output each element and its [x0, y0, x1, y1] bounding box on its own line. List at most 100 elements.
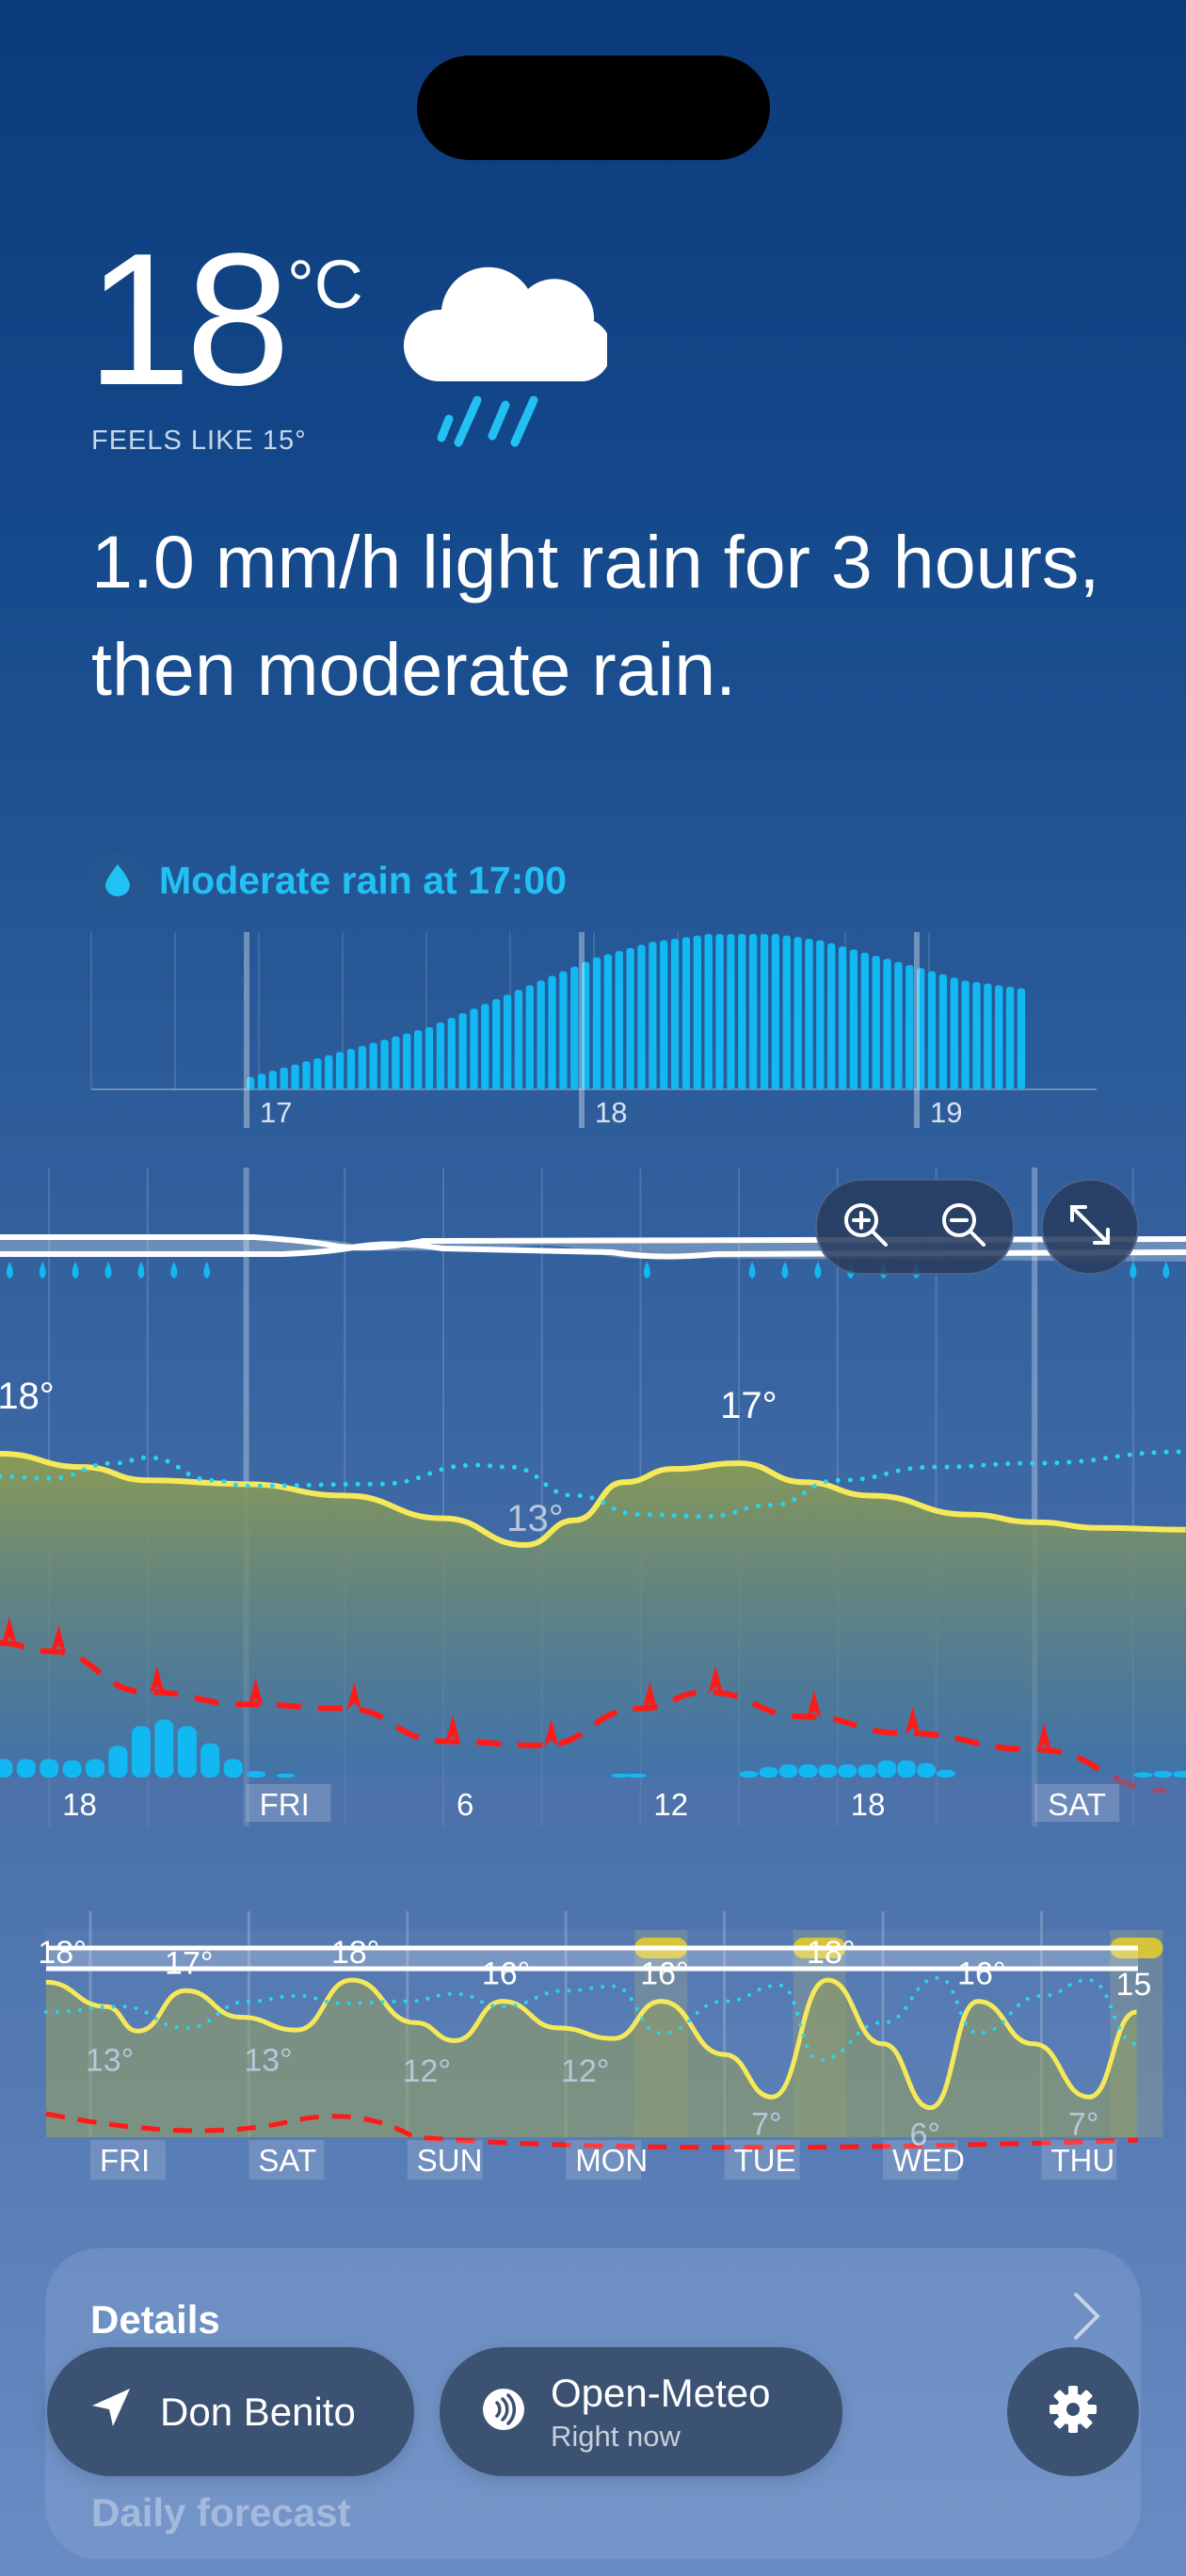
raindrop-icon: [6, 1262, 13, 1279]
precip-bar: [108, 1746, 128, 1778]
x-axis-label: 12: [653, 1787, 688, 1822]
daily-forecast-title: Daily forecast: [91, 2490, 351, 2535]
rain-bar: [984, 983, 992, 1089]
rain-bar: [559, 971, 568, 1089]
next-rain-event: Moderate rain at 17:00: [89, 852, 567, 909]
rain-bar: [782, 935, 791, 1089]
temperature-label: 18°: [0, 1376, 55, 1417]
precip-bar: [818, 1764, 838, 1778]
wind-direction-icon: [1, 1617, 17, 1645]
wind-direction-icon: [445, 1715, 460, 1744]
rain-bar: [749, 934, 758, 1089]
zoom-in-icon[interactable]: [841, 1199, 891, 1255]
temperature-label: 18°: [807, 1935, 855, 1971]
current-temperature: 18: [87, 215, 290, 425]
rain-bar: [972, 982, 981, 1089]
raindrop-icon: [89, 852, 146, 909]
rain-bar: [525, 985, 534, 1089]
raindrop-icon: [781, 1262, 789, 1279]
rain-bar: [346, 1049, 356, 1089]
rain-bar: [592, 957, 601, 1089]
raindrop-icon: [170, 1262, 178, 1279]
wind-direction-icon: [51, 1624, 67, 1653]
rain-bar: [816, 940, 825, 1089]
raindrop-icon: [72, 1262, 79, 1279]
temperature-unit: °C: [287, 248, 363, 323]
rain-bar: [727, 934, 735, 1089]
source-time: Right now: [551, 2419, 681, 2453]
wind-direction-icon: [248, 1678, 264, 1707]
raindrop-icon: [104, 1262, 112, 1279]
hour-label: 17: [260, 1096, 292, 1129]
precip-bar: [627, 1773, 647, 1778]
temperature-label: 13°: [86, 2043, 134, 2079]
rain-bar: [827, 942, 836, 1089]
data-source-button[interactable]: Open-Meteo Right now: [440, 2347, 842, 2476]
hour-label: 19: [930, 1096, 962, 1129]
raindrop-icon: [643, 1262, 650, 1279]
wind-direction-icon: [806, 1690, 822, 1719]
rain-bar: [503, 994, 512, 1089]
precip-bar: [247, 1771, 266, 1778]
precip-bar: [1153, 1771, 1173, 1778]
expand-button[interactable]: [1041, 1179, 1139, 1275]
temperature-label: 17°: [165, 1945, 213, 1981]
wind-line: [45, 2111, 1139, 2150]
rain-bar: [681, 937, 691, 1089]
rain-bar: [660, 940, 668, 1089]
rain-bar: [917, 968, 925, 1089]
dewpoint-line: [0, 1449, 1186, 1520]
wind-direction-icon: [905, 1706, 921, 1735]
x-axis-label: 18: [62, 1787, 97, 1822]
precip-bar: [223, 1759, 243, 1778]
rain-bar: [470, 1008, 478, 1089]
raindrop-icon: [203, 1262, 211, 1279]
temperature-label: 12°: [403, 2053, 451, 2089]
wind-direction-icon: [149, 1666, 165, 1695]
weekly-forecast-chart[interactable]: 18° 13° 17° 13° 18° 12° 16° 12° 16° 7° 18° 6° 16° 7° 1…: [0, 1874, 1186, 2194]
precip-bar: [739, 1771, 759, 1778]
precip-bar: [0, 1759, 13, 1778]
hourly-forecast-chart[interactable]: 18° 13° 17° 18 FRI 6 12 18 SAT: [0, 1167, 1186, 1827]
zoom-controls: [815, 1179, 1015, 1275]
chevron-right-icon: [1069, 2288, 1103, 2349]
temperature-label: 7°: [1068, 2106, 1099, 2142]
rain-bar: [805, 938, 813, 1089]
x-axis-label: SAT: [1048, 1787, 1106, 1822]
rain-bar: [693, 935, 701, 1089]
rain-bar: [738, 934, 746, 1089]
precip-bar: [177, 1726, 197, 1778]
precip-bar: [936, 1769, 955, 1778]
rain-bar: [492, 999, 501, 1089]
rain-bar: [1005, 987, 1015, 1089]
precip-bar: [154, 1719, 174, 1778]
expand-icon: [1065, 1199, 1115, 1255]
cloud-rain-icon: [404, 266, 607, 447]
raindrop-icon: [1130, 1262, 1137, 1279]
details-title: Details: [90, 2297, 220, 2342]
settings-button[interactable]: [1007, 2347, 1139, 2476]
x-axis-label: FRI: [260, 1787, 310, 1822]
day-label-bg: [1041, 2140, 1117, 2180]
rain-bar: [883, 958, 891, 1089]
temperature-line: [0, 1451, 1186, 1548]
rain-bar: [548, 975, 556, 1089]
zoom-out-icon[interactable]: [938, 1199, 989, 1255]
hour-label: 18: [595, 1096, 627, 1129]
location-button[interactable]: Don Benito: [47, 2347, 414, 2476]
precip-bar: [1173, 1771, 1186, 1778]
source-name: Open-Meteo: [551, 2370, 771, 2415]
day-label-bg: [246, 1784, 331, 1822]
rain-bar: [704, 934, 713, 1089]
rain-bar: [582, 961, 590, 1089]
rain-bar: [436, 1022, 445, 1089]
rain-bar: [291, 1064, 299, 1089]
rain-bar: [637, 944, 646, 1089]
temperature-label: 15: [1115, 1967, 1151, 2003]
rain-bar: [380, 1039, 389, 1089]
precip-bar: [798, 1764, 818, 1778]
rain-bar: [458, 1013, 467, 1089]
temperature-label: 16°: [482, 1956, 530, 1992]
day-label-bg: [724, 2140, 800, 2180]
precip-bar: [16, 1759, 36, 1778]
